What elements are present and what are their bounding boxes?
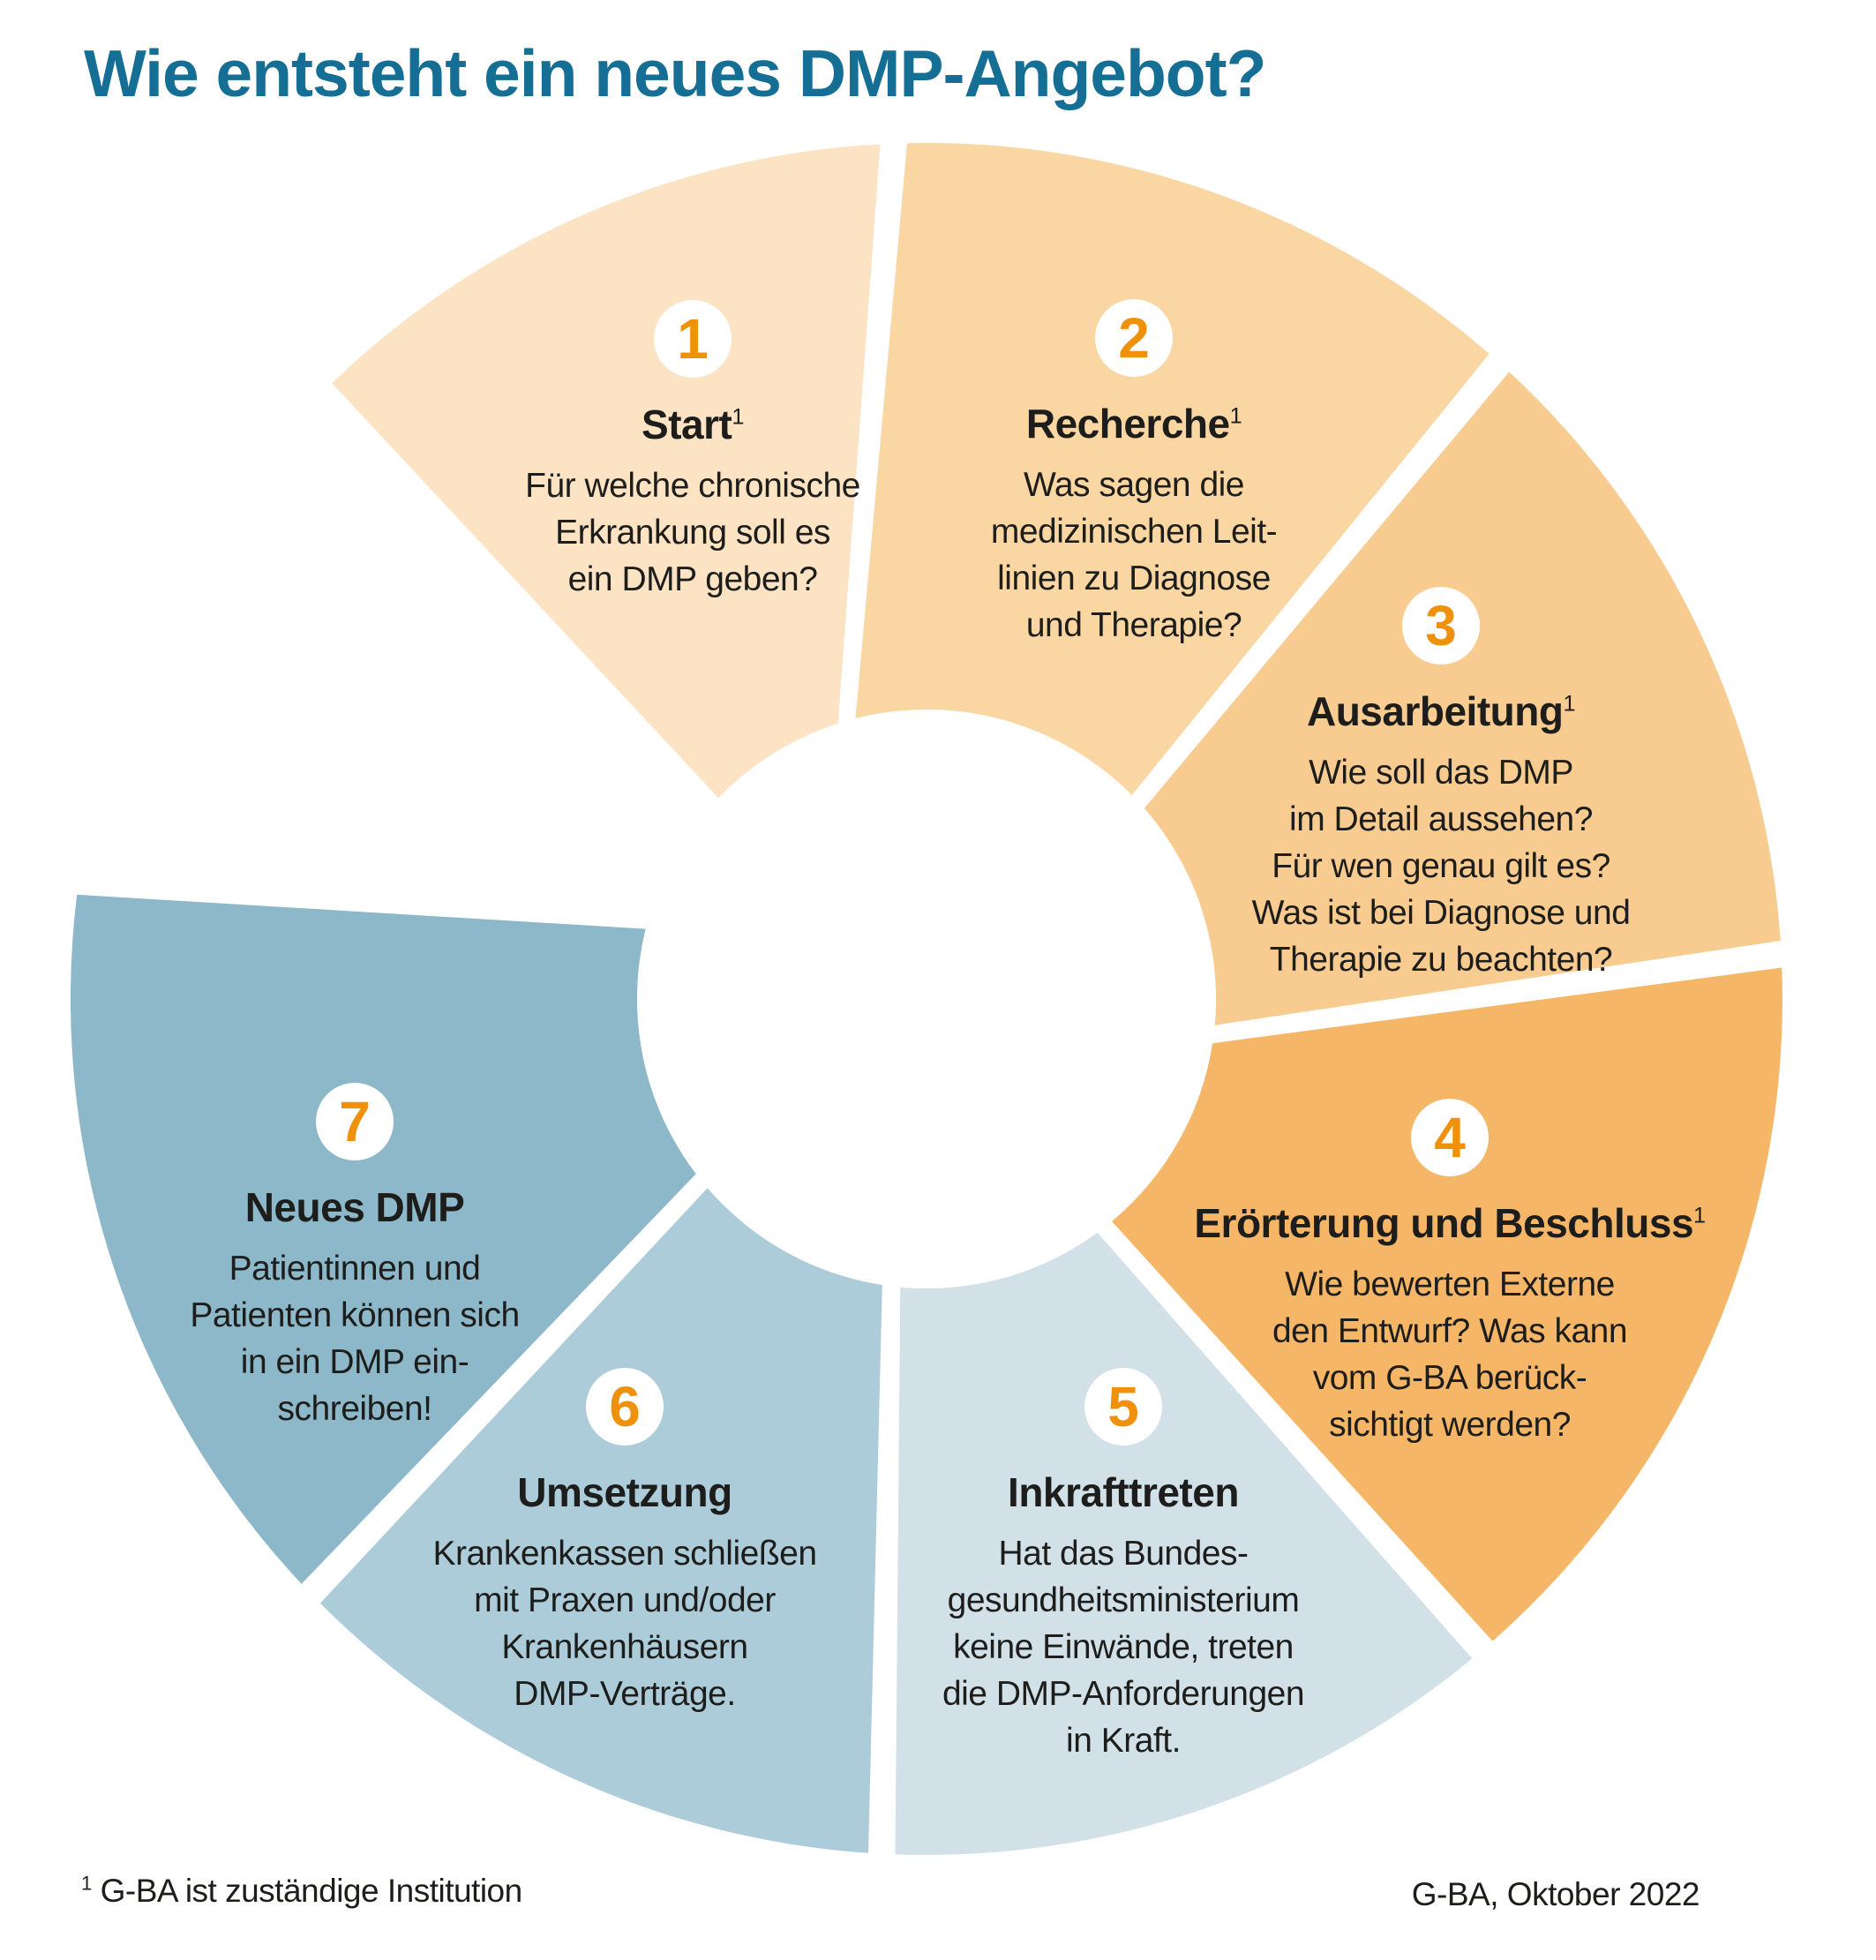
segment-3-content: 3 Ausarbeitung1 Wie soll das DMP im Detail … (1150, 587, 1732, 983)
step-2-number-badge: 2 (1095, 299, 1173, 377)
segment-7-title: Neues DMP (244, 1184, 465, 1230)
segment-1-wedge (332, 144, 881, 799)
step-4-number-badge: 4 (1411, 1099, 1489, 1176)
source-attribution: G-BA, Oktober 2022 (1411, 1876, 1700, 1912)
step-number: 2 (1118, 306, 1150, 370)
segment-2-title: Recherche1 (1025, 401, 1242, 447)
segment-4-content: 4 Erörterung und Beschluss1 Wie bewerten E… (1141, 1099, 1759, 1448)
footnote-reference: 1 (732, 404, 744, 430)
step-number: 1 (677, 307, 709, 371)
segment-3-title: Ausarbeitung1 (1306, 688, 1576, 734)
segment-5-title: Inkrafttreten (1008, 1469, 1239, 1515)
segment-7-content: 7 Neues DMP Patientinnen und Patienten könn… (108, 1083, 602, 1432)
segment-4-title: Erörterung und Beschluss1 (1194, 1200, 1706, 1246)
segment-7-description: Patientinnen und Patienten können sich in … (190, 1250, 520, 1428)
segment-1-description: Für welche chronische Erkrankung soll es e… (525, 467, 860, 598)
footnote-reference: 1 (1693, 1203, 1706, 1228)
segment-2-wedge (855, 142, 1490, 795)
step-number: 7 (339, 1090, 371, 1153)
segment-6-wedge (319, 1188, 882, 1853)
footnote: 1 G-BA ist zuständige Institution (81, 1873, 522, 1910)
segment-1-content: 1 Start1 Für welche chronische Erkrankung s… (446, 300, 940, 603)
segment-4-wedge (1112, 967, 1782, 1641)
segment-3-description: Wie soll das DMP im Detail aussehen? Für w… (1251, 754, 1631, 979)
footnote-reference: 1 (1563, 691, 1576, 717)
step-number: 3 (1425, 594, 1457, 657)
segment-6-title: Umsetzung (517, 1469, 732, 1515)
step-3-number-badge: 3 (1402, 587, 1480, 665)
segment-4-description: Wie bewerten Externe den Entwurf? Was kan… (1272, 1265, 1628, 1444)
page-title: Wie entsteht ein neues DMP-Angebot? (84, 36, 1266, 110)
step-1-number-badge: 1 (654, 300, 732, 378)
segment-1-title: Start1 (642, 402, 744, 447)
segment-5-wedge (895, 1232, 1473, 1855)
segment-5-content: 5 Inkrafttreten Hat das Bundes-gesundheits… (832, 1368, 1415, 1764)
footnote-marker: 1 (81, 1872, 92, 1895)
segment-6-content: 6 Umsetzung Krankenkassen schließen mit Pra… (342, 1368, 907, 1717)
segment-6-description: Krankenkassen schließen mit Praxen und/od… (432, 1535, 817, 1713)
process-ring-wedges (70, 142, 1782, 1855)
step-5-number-badge: 5 (1084, 1368, 1162, 1446)
segment-3-wedge (1144, 372, 1781, 1025)
step-number: 4 (1434, 1106, 1466, 1169)
segment-2-content: 2 Recherche1 Was sagen die medizinischen Le… (887, 299, 1381, 649)
step-6-number-badge: 6 (586, 1368, 664, 1446)
segment-5-description: Hat das Bundes-gesundheitsministerium kei… (942, 1535, 1305, 1760)
footnote-reference: 1 (1229, 403, 1242, 429)
footnote-text: G-BA ist zuständige Institution (100, 1873, 523, 1909)
segment-2-description: Was sagen die medizinischen Leit-linien z… (990, 466, 1278, 644)
step-number: 5 (1107, 1375, 1139, 1438)
step-7-number-badge: 7 (316, 1083, 394, 1160)
segment-7-wedge (70, 894, 696, 1584)
step-number: 6 (609, 1375, 641, 1438)
